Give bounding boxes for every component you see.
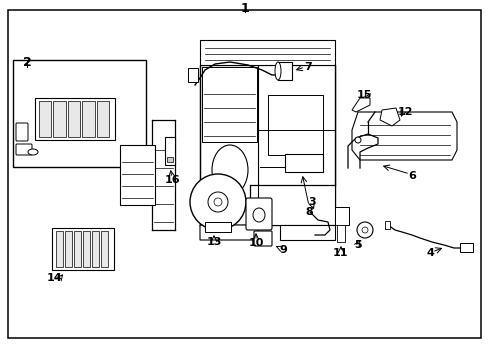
Bar — [278, 62, 291, 80]
Bar — [459, 243, 472, 252]
Bar — [13, 60, 146, 167]
Bar — [164, 137, 175, 165]
Text: 15: 15 — [356, 90, 371, 100]
Circle shape — [214, 198, 222, 206]
Bar — [97, 101, 109, 137]
Bar — [53, 101, 66, 137]
Text: 3: 3 — [307, 197, 315, 207]
Bar — [120, 145, 155, 205]
Bar — [74, 231, 81, 267]
Text: 13: 13 — [206, 237, 221, 247]
Bar — [167, 157, 173, 162]
Polygon shape — [280, 225, 334, 240]
Bar — [200, 65, 334, 225]
Bar — [204, 222, 230, 232]
Text: 6: 6 — [407, 171, 415, 181]
Ellipse shape — [274, 62, 281, 80]
Text: 11: 11 — [331, 248, 347, 258]
Text: 1: 1 — [240, 1, 249, 14]
Bar — [52, 228, 114, 270]
Text: 8: 8 — [305, 207, 312, 217]
Text: 14: 14 — [47, 273, 62, 283]
Text: 12: 12 — [396, 107, 412, 117]
Text: 9: 9 — [279, 245, 286, 255]
Circle shape — [354, 137, 360, 143]
Bar — [101, 231, 108, 267]
Bar — [39, 101, 51, 137]
Bar — [334, 207, 348, 225]
Bar — [258, 65, 334, 225]
Bar — [92, 231, 99, 267]
Text: 2: 2 — [22, 55, 31, 68]
Bar — [202, 67, 257, 142]
Ellipse shape — [212, 145, 247, 195]
Circle shape — [356, 222, 372, 238]
Circle shape — [190, 174, 245, 230]
Bar — [267, 95, 323, 155]
Text: 4: 4 — [425, 248, 433, 258]
Bar — [187, 68, 198, 82]
Text: 16: 16 — [164, 175, 180, 185]
Circle shape — [207, 192, 227, 212]
Bar — [82, 101, 94, 137]
Bar — [65, 231, 72, 267]
Circle shape — [361, 227, 367, 233]
Ellipse shape — [136, 153, 150, 173]
Bar — [285, 154, 323, 172]
FancyBboxPatch shape — [16, 123, 28, 141]
Bar — [336, 225, 345, 242]
Text: 5: 5 — [353, 240, 361, 250]
Text: 10: 10 — [248, 238, 263, 248]
FancyBboxPatch shape — [253, 231, 271, 246]
Bar — [56, 231, 63, 267]
Polygon shape — [351, 98, 369, 112]
Bar — [384, 221, 389, 229]
FancyBboxPatch shape — [245, 198, 271, 230]
Ellipse shape — [28, 149, 38, 155]
Polygon shape — [200, 40, 334, 65]
Polygon shape — [351, 112, 456, 160]
Bar — [68, 101, 80, 137]
Polygon shape — [379, 108, 399, 126]
Ellipse shape — [252, 208, 264, 222]
FancyBboxPatch shape — [16, 144, 32, 155]
Bar — [35, 98, 115, 140]
Polygon shape — [200, 225, 260, 240]
Text: 7: 7 — [304, 62, 311, 72]
Bar — [83, 231, 90, 267]
